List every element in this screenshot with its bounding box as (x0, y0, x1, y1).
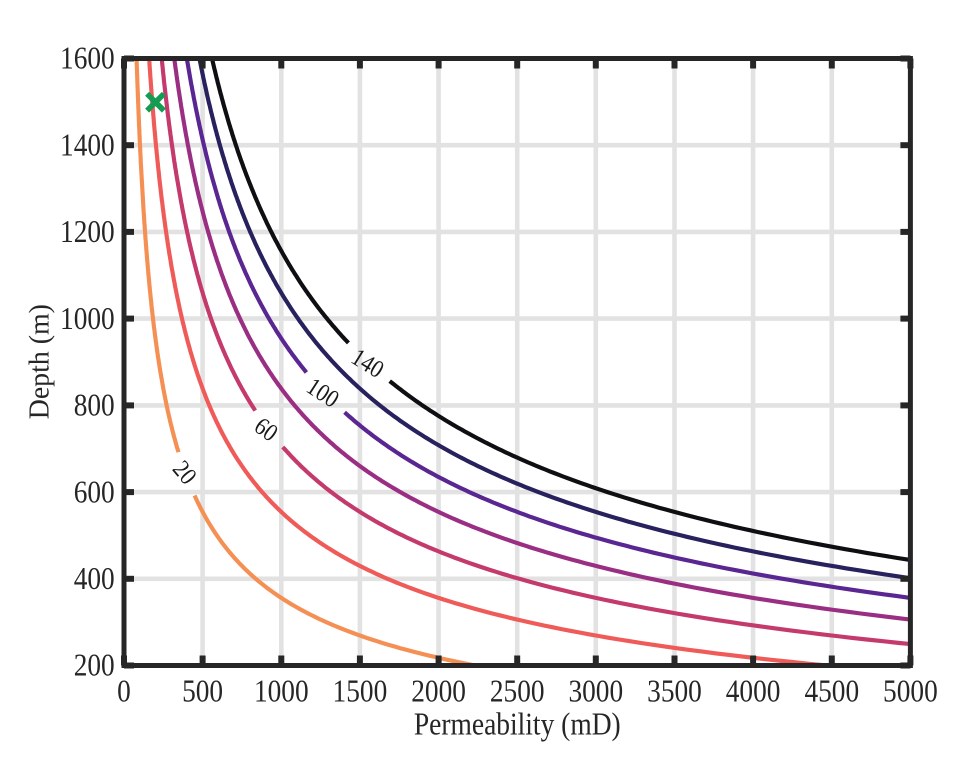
svg-text:200: 200 (74, 649, 115, 683)
svg-text:Permeability (mD): Permeability (mD) (414, 708, 621, 742)
svg-text:600: 600 (74, 476, 115, 510)
svg-text:5000: 5000 (883, 675, 938, 709)
svg-text:Depth (m): Depth (m) (24, 304, 56, 419)
svg-text:1500: 1500 (333, 675, 388, 709)
svg-text:1600: 1600 (60, 42, 115, 76)
svg-text:3500: 3500 (647, 675, 702, 709)
svg-text:800: 800 (74, 389, 115, 423)
svg-text:0: 0 (117, 675, 131, 709)
svg-text:4500: 4500 (804, 675, 859, 709)
svg-text:1000: 1000 (254, 675, 309, 709)
svg-text:400: 400 (74, 562, 115, 596)
svg-text:500: 500 (182, 675, 223, 709)
svg-text:2000: 2000 (411, 675, 466, 709)
svg-text:1400: 1400 (60, 129, 115, 163)
svg-text:3000: 3000 (568, 675, 623, 709)
svg-text:2500: 2500 (490, 675, 545, 709)
svg-text:1200: 1200 (60, 215, 115, 249)
svg-text:4000: 4000 (726, 675, 781, 709)
svg-text:1000: 1000 (60, 302, 115, 336)
